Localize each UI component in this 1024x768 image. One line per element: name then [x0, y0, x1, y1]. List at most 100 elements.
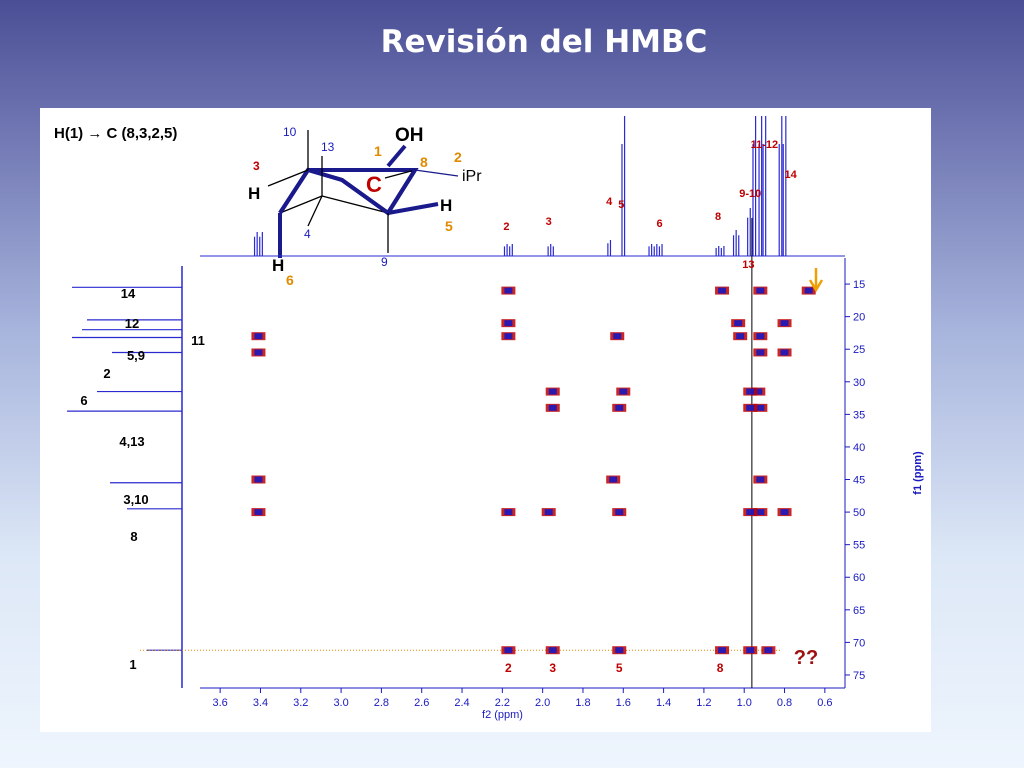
cross-peak-blue: [804, 287, 813, 294]
x-tick-label: 2.2: [495, 697, 510, 709]
cross-peak-blue: [756, 349, 765, 356]
cross-peak: [743, 403, 758, 412]
proton-multiplet: [648, 244, 663, 256]
cross-peak-blue: [548, 647, 557, 654]
proton-peak-label: 11-12: [751, 139, 779, 151]
carbon-c-label: C: [366, 172, 382, 197]
hmbc-panel: OH iPr C H H H 10 13 1 8 2 3 5 4 9 6 3.6…: [40, 108, 931, 732]
cross-peak-blue: [756, 333, 765, 340]
x-axis-title: f2 (ppm): [482, 709, 523, 721]
proton-peak-label: 2: [503, 221, 509, 233]
cross-peak: [251, 348, 266, 357]
cross-peak: [610, 332, 625, 341]
proton-multiplet: [547, 244, 554, 256]
cross-peak: [801, 286, 816, 295]
proton-peak-label: 13: [742, 259, 754, 271]
cross-peak-blue: [756, 287, 765, 294]
proton-peak-label: 6: [657, 218, 663, 230]
cross-peak: [251, 508, 266, 517]
row1-correlation-label: 3: [549, 661, 556, 675]
row1-correlation-label: 2: [505, 661, 512, 675]
cross-peak-blue: [746, 388, 755, 395]
proton-peak-label: 14: [784, 169, 797, 181]
x-tick-label: 1.8: [575, 697, 590, 709]
x-tick-label: 2.0: [535, 697, 550, 709]
cross-peak: [501, 508, 516, 517]
atom-13-label: 13: [321, 140, 335, 154]
cross-peak: [616, 387, 631, 396]
y-axis-title: f1 (ppm): [912, 451, 924, 495]
cross-peak: [251, 332, 266, 341]
cross-peak-blue: [504, 647, 513, 654]
cross-peak: [743, 646, 758, 655]
cross-peak: [751, 387, 766, 396]
x-tick-label: 1.6: [616, 697, 631, 709]
proton-multiplet: [758, 116, 763, 256]
cross-peak: [612, 646, 627, 655]
cross-peak: [606, 475, 621, 484]
x-tick-label: 3.0: [333, 697, 348, 709]
cross-peak: [541, 508, 556, 517]
cross-peak-blue: [504, 320, 513, 327]
y-tick-label: 70: [853, 637, 865, 649]
carbon-peak-label: 5,9: [127, 348, 145, 363]
x-tick-label: 2.6: [414, 697, 429, 709]
cross-peak: [743, 387, 758, 396]
proton-multiplet: [621, 116, 626, 256]
cross-peak-blue: [504, 509, 513, 516]
x-tick-label: 2.4: [454, 697, 469, 709]
y-tick-label: 30: [853, 377, 865, 389]
x-tick-label: 0.6: [817, 697, 832, 709]
atom-3-label: 3: [253, 159, 260, 173]
cross-peak-blue: [548, 404, 557, 411]
cross-peak-blue: [613, 333, 622, 340]
cross-peak-blue: [615, 647, 624, 654]
atom-10-label: 10: [283, 125, 297, 139]
carbon-peak-label: 6: [80, 393, 87, 408]
carbon-peak-label: 4,13: [119, 434, 144, 449]
carbon-peak-label: 1: [129, 657, 136, 672]
cross-peak: [753, 332, 768, 341]
cross-peak: [753, 403, 768, 412]
atom-4-label: 4: [304, 227, 311, 241]
cross-peak-blue: [548, 388, 557, 395]
h-bottom-label: H: [272, 256, 284, 275]
x-tick-label: 3.4: [253, 697, 268, 709]
y-tick-label: 50: [853, 507, 865, 519]
y-tick-label: 20: [853, 312, 865, 324]
cross-peak-blue: [754, 388, 763, 395]
x-tick-label: 3.2: [293, 697, 308, 709]
cross-peak-blue: [780, 349, 789, 356]
cross-peak-blue: [615, 404, 624, 411]
proton-multiplet: [732, 230, 740, 256]
y-tick-label: 25: [853, 344, 865, 356]
cross-peak-blue: [780, 320, 789, 327]
cross-peak-blue: [254, 333, 263, 340]
cross-peak: [753, 286, 768, 295]
atom-2-label: 2: [454, 149, 462, 165]
proton-peak-label: 8: [715, 211, 721, 223]
cross-peak: [753, 348, 768, 357]
proton-multiplet: [778, 116, 783, 256]
h-right-label: H: [440, 196, 452, 215]
ipr-label: iPr: [462, 168, 482, 185]
cross-peak-blue: [615, 509, 624, 516]
carbon-peak-label: 12: [125, 316, 139, 331]
y-tick-label: 45: [853, 475, 865, 487]
cross-peak-blue: [504, 333, 513, 340]
cross-peak: [501, 646, 516, 655]
proton-peak-label: 9-10: [739, 188, 761, 200]
orange-arrow: [808, 268, 824, 293]
cross-peak: [545, 403, 560, 412]
atom-5-label: 5: [445, 218, 453, 234]
cross-peak-blue: [254, 476, 263, 483]
cross-peak-blue: [718, 647, 727, 654]
correlation-label: H(1) → C (8,3,2,5): [54, 125, 178, 142]
proton-multiplet: [762, 116, 767, 256]
cross-peak: [733, 332, 748, 341]
cross-peak: [612, 508, 627, 517]
cross-peak-blue: [756, 476, 765, 483]
proton-multiplet: [253, 232, 263, 256]
cross-peak: [753, 475, 768, 484]
cross-peak: [501, 286, 516, 295]
